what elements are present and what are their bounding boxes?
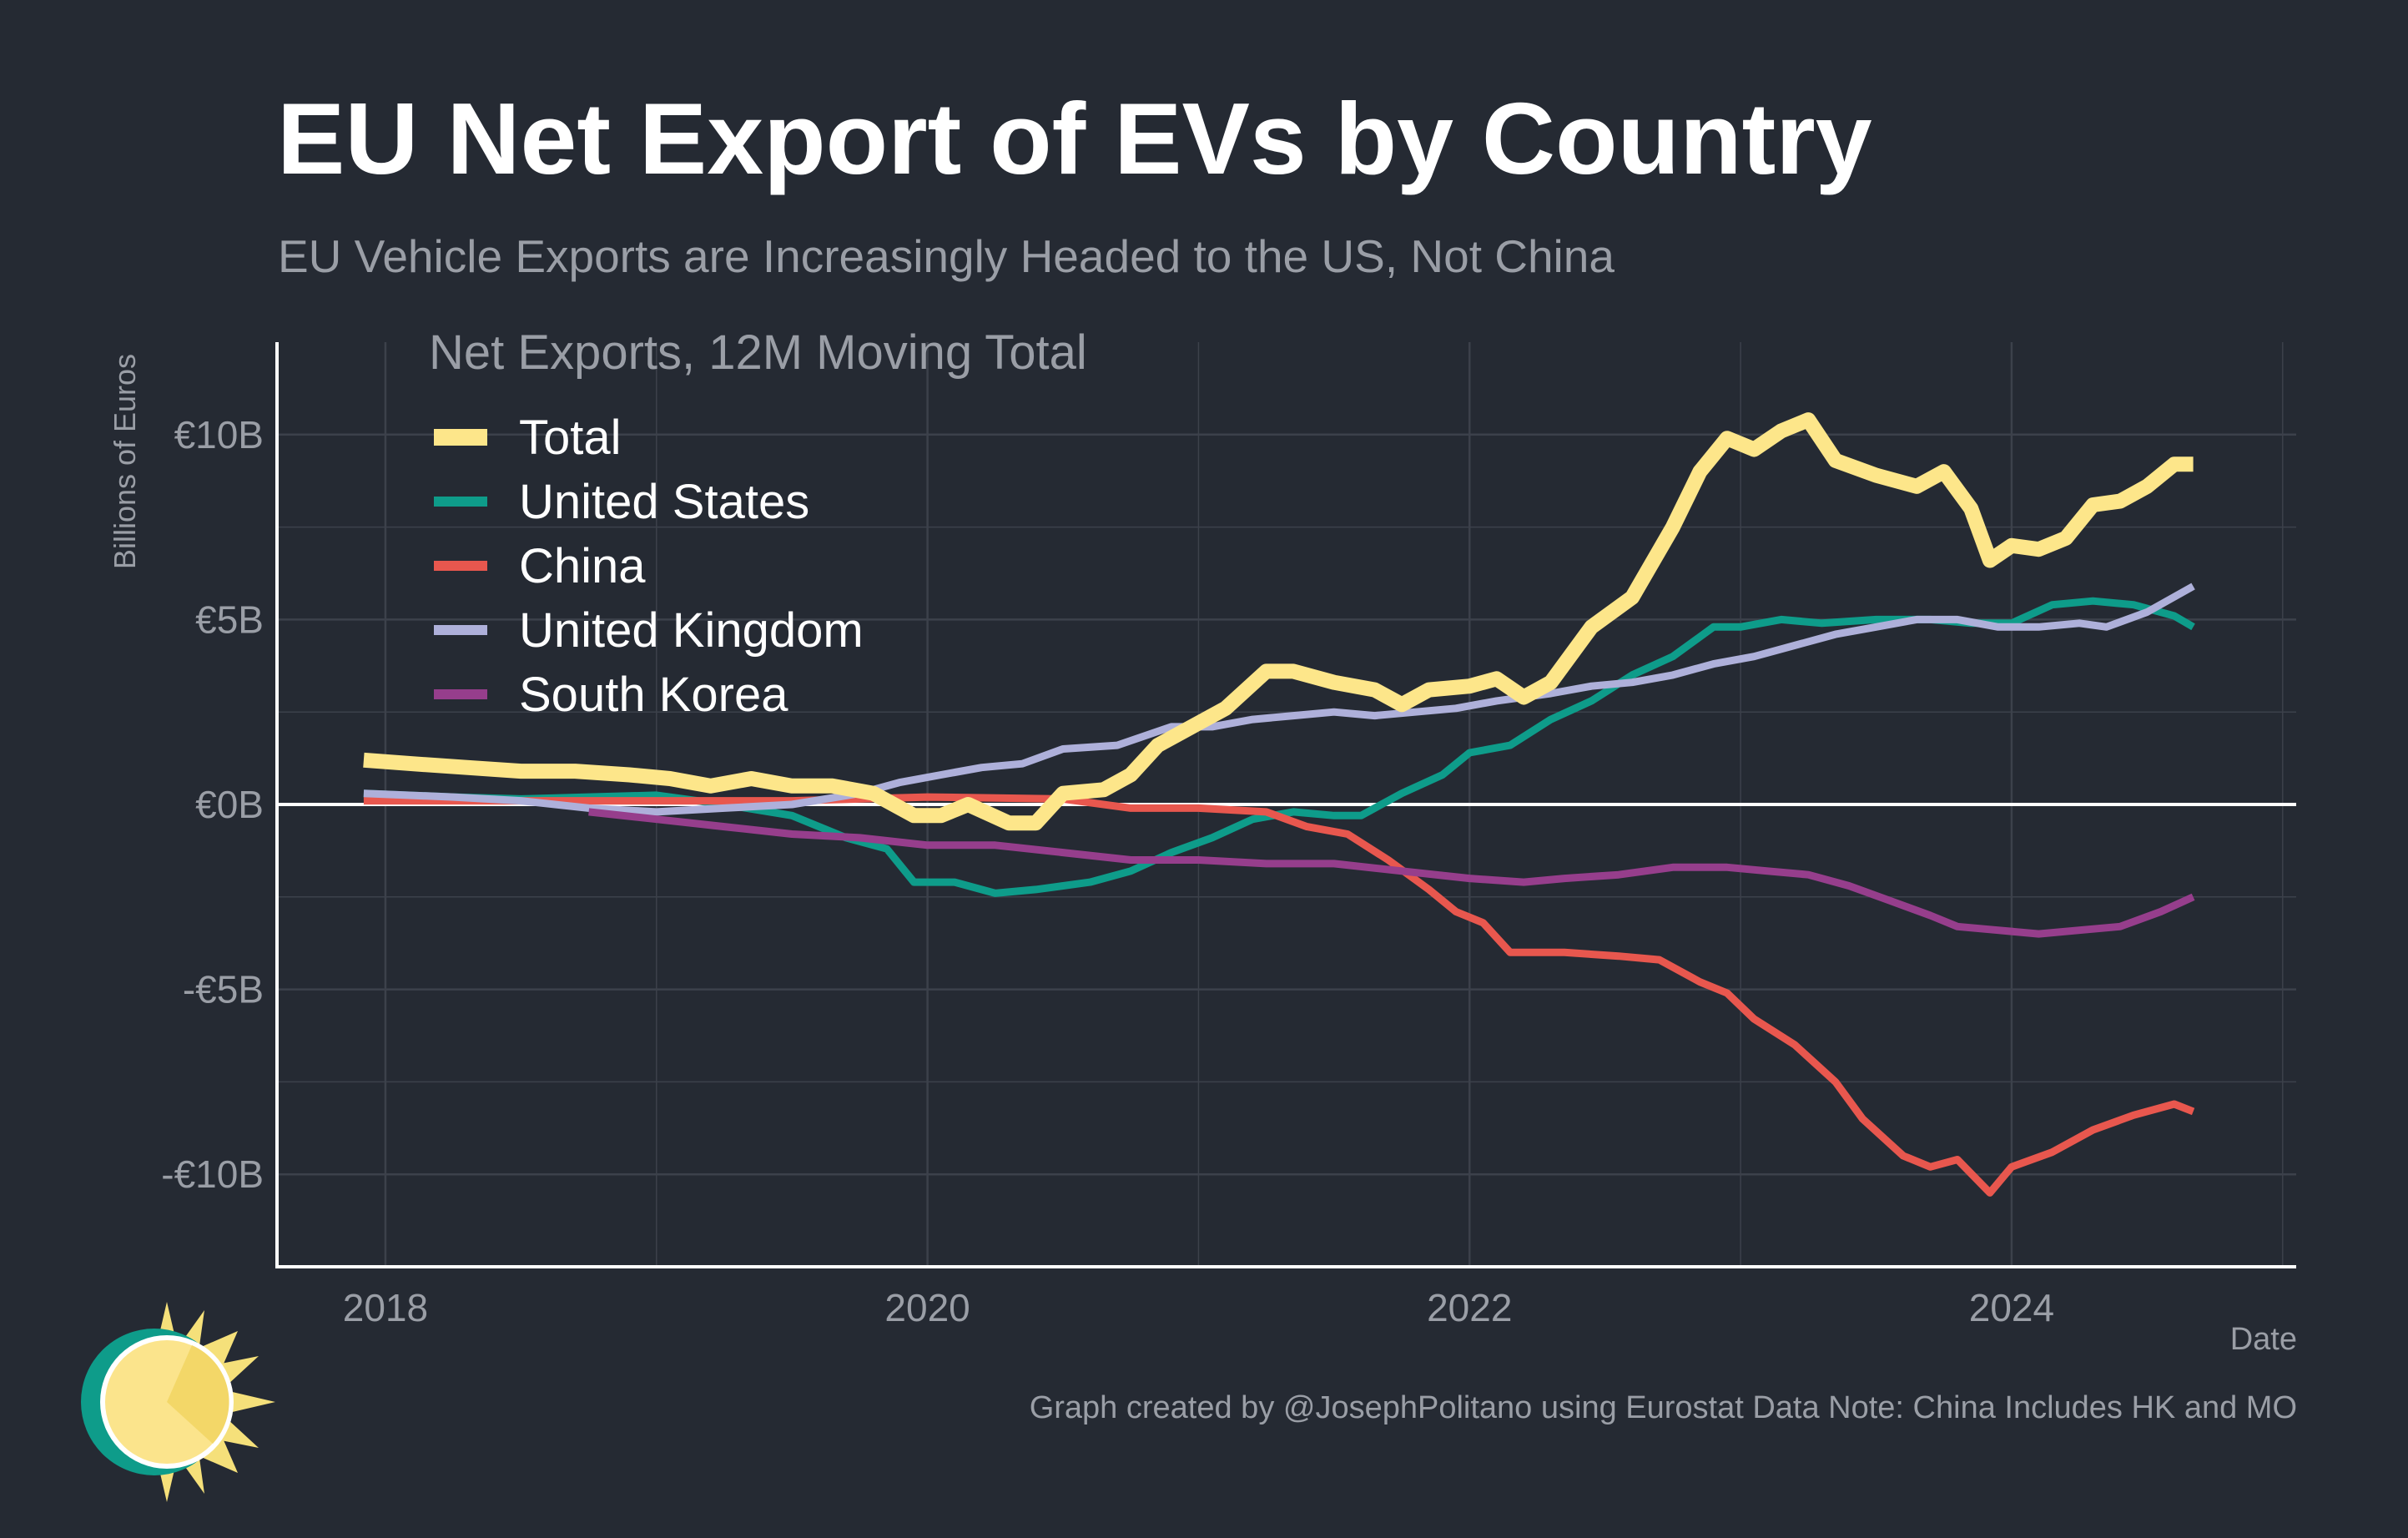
y-tick-label: €10B — [174, 413, 264, 456]
x-tick-label: 2024 — [1969, 1286, 2054, 1329]
tick-labels: €10B €5B €0B -€5B -€10B 2018 2020 2022 2024 Billi… — [108, 354, 2054, 1329]
legend-label: United Kingdom — [519, 603, 864, 658]
x-axis-label: Date — [2229, 1322, 2297, 1357]
source-note: Graph created by @JosephPolitano using E… — [1029, 1390, 2297, 1425]
legend-label: South Korea — [519, 668, 788, 722]
series-line-china — [363, 793, 2195, 1197]
series-line-united-kingdom — [363, 582, 2195, 816]
legend-label: United States — [519, 475, 809, 529]
y-tick-label: -€10B — [161, 1152, 264, 1196]
x-tick-label: 2020 — [884, 1286, 970, 1329]
chart-subtitle: EU Vehicle Exports are Increasingly Head… — [278, 230, 1615, 282]
chart-title: EU Net Export of EVs by Country — [277, 82, 1872, 195]
sun-logo-icon — [81, 1302, 275, 1502]
y-tick-label: €5B — [195, 598, 264, 641]
y-axis-label: Billions of Euros — [108, 354, 142, 569]
series-line-total — [363, 412, 2194, 831]
series-lines — [363, 412, 2195, 1197]
y-tick-label: -€5B — [183, 968, 264, 1011]
legend-label: Total — [519, 411, 622, 465]
x-tick-label: 2022 — [1427, 1286, 1512, 1329]
x-tick-label: 2018 — [343, 1286, 428, 1329]
series-line-south-korea — [588, 808, 2195, 938]
legend-title: Net Exports, 12M Moving Total — [429, 325, 1087, 380]
legend-label: China — [519, 539, 646, 593]
legend: Net Exports, 12M Moving Total Total United… — [429, 325, 1087, 722]
y-tick-label: €0B — [195, 783, 264, 826]
